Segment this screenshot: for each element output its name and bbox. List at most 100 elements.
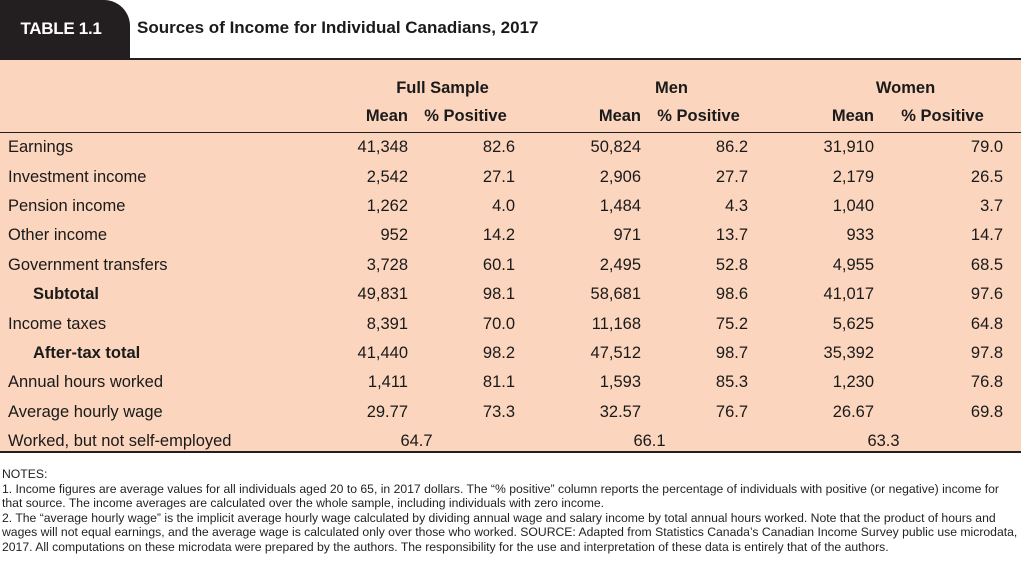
row-label: Investment income <box>8 167 147 186</box>
income-table: Full Sample Men Women Mean % Positive Me… <box>0 60 1021 456</box>
cell: 49,831 <box>357 285 408 304</box>
table-row: Annual hours worked 1,411 81.1 1,593 85.… <box>0 368 1021 397</box>
cell: 41,017 <box>823 285 875 304</box>
group-women: Women <box>875 79 936 97</box>
cell: 3,728 <box>366 255 408 274</box>
cell: 1,040 <box>832 196 875 215</box>
row-label: Other income <box>8 226 108 245</box>
cell: 2,179 <box>832 167 875 186</box>
table-row: Income taxes 8,391 70.0 11,168 75.2 5,62… <box>0 309 1021 338</box>
table-row: Government transfers 3,728 60.1 2,495 52… <box>0 251 1021 280</box>
table-row: Investment income 2,542 27.1 2,906 27.7 … <box>0 162 1021 191</box>
cell: 47,512 <box>590 343 642 362</box>
cell: 1,411 <box>367 373 408 392</box>
table-title: Sources of Income for Individual Canadia… <box>137 18 539 37</box>
table-notes: NOTES: 1. Income figures are average val… <box>2 467 1018 555</box>
cell: 13.7 <box>715 226 749 245</box>
cell: 70.0 <box>482 314 516 333</box>
col-women-mean: Mean <box>831 106 875 125</box>
cell: 97.8 <box>970 343 1004 362</box>
group-men: Men <box>655 79 689 97</box>
row-label: Average hourly wage <box>8 402 163 421</box>
cell: 69.8 <box>970 402 1004 421</box>
cell: 73.3 <box>482 402 516 421</box>
cell: 2,495 <box>599 255 642 274</box>
cell: 26.5 <box>970 167 1004 186</box>
cell: 933 <box>846 226 875 245</box>
table-row: Worked, but not self-employed 64.7 66.1 … <box>0 427 1021 456</box>
cell: 952 <box>380 226 408 245</box>
col-men-mean: Mean <box>598 106 642 125</box>
table-row: Other income 952 14.2 971 13.7 933 14.7 <box>0 221 1021 250</box>
cell: 81.1 <box>482 373 516 392</box>
cell: 1,484 <box>599 196 642 215</box>
cell: 2,906 <box>599 167 642 186</box>
col-full-positive: % Positive <box>424 106 507 125</box>
subheader-row: Mean % Positive Mean % Positive Mean % P… <box>0 100 1021 133</box>
cell: 41,440 <box>357 343 408 362</box>
cell: 971 <box>613 226 642 245</box>
cell: 82.6 <box>408 132 534 163</box>
subheader-empty <box>0 100 300 133</box>
row-label: Earnings <box>0 132 300 163</box>
table-row: After-tax total 41,440 98.2 47,512 98.7 … <box>0 339 1021 368</box>
cell: 8,391 <box>366 314 408 333</box>
cell: 4,955 <box>832 255 875 274</box>
cell: 1,230 <box>832 373 875 392</box>
col-full-mean: Mean <box>365 106 408 125</box>
cell: 29.77 <box>366 402 408 421</box>
col-men-positive: % Positive <box>657 106 740 125</box>
cell: 1,593 <box>599 373 642 392</box>
cell: 1,262 <box>366 196 408 215</box>
cell: 52.8 <box>715 255 749 274</box>
cell: 66.1 <box>633 432 666 451</box>
cell: 98.1 <box>482 285 516 304</box>
cell: 4.0 <box>492 196 516 215</box>
note-1: 1. Income figures are average values for… <box>2 481 999 511</box>
cell: 98.6 <box>715 285 749 304</box>
cell: 35,392 <box>823 343 875 362</box>
cell: 64.7 <box>400 432 433 451</box>
row-label: Worked, but not self-employed <box>8 432 232 451</box>
note-2: 2. The “average hourly wage” is the impl… <box>2 510 1018 554</box>
cell: 75.2 <box>715 314 749 333</box>
cell: 41,348 <box>300 132 408 163</box>
row-label: Annual hours worked <box>8 373 164 392</box>
cell: 79.0 <box>874 132 1021 163</box>
row-label: Pension income <box>8 196 126 215</box>
cell: 98.7 <box>715 343 749 362</box>
group-header-row: Full Sample Men Women <box>0 60 1021 100</box>
cell: 31,910 <box>766 132 875 163</box>
cell: 76.8 <box>970 373 1004 392</box>
cell: 60.1 <box>482 255 516 274</box>
cell: 50,824 <box>533 132 642 163</box>
table-row: Subtotal 49,831 98.1 58,681 98.6 41,017 … <box>0 280 1021 309</box>
cell: 14.7 <box>970 226 1004 245</box>
cell: 97.6 <box>970 285 1004 304</box>
cell: 58,681 <box>590 285 642 304</box>
col-women-positive: % Positive <box>901 106 984 125</box>
cell: 63.3 <box>867 432 900 451</box>
cell: 64.8 <box>970 314 1004 333</box>
cell: 86.2 <box>641 132 767 163</box>
notes-heading: NOTES: <box>2 467 48 481</box>
cell: 85.3 <box>715 373 749 392</box>
table-row: Pension income 1,262 4.0 1,484 4.3 1,040… <box>0 192 1021 221</box>
cell: 27.7 <box>715 167 749 186</box>
cell: 32.57 <box>599 402 642 421</box>
table-row: Earnings 41,348 82.6 50,824 86.2 31,910 … <box>0 132 1021 163</box>
cell: 11,168 <box>591 314 642 333</box>
table-header: TABLE 1.1 Sources of Income for Individu… <box>0 0 1021 58</box>
cell: 98.2 <box>482 343 516 362</box>
table-number-tab: TABLE 1.1 <box>0 0 130 58</box>
cell: 68.5 <box>970 255 1004 274</box>
cell: 26.67 <box>832 402 875 421</box>
row-label: Income taxes <box>8 314 107 333</box>
table-number-label: TABLE 1.1 <box>20 19 102 38</box>
cell: 5,625 <box>832 314 875 333</box>
table-row: Average hourly wage 29.77 73.3 32.57 76.… <box>0 398 1021 427</box>
cell: 2,542 <box>366 167 408 186</box>
row-label: Subtotal <box>33 285 99 304</box>
row-label: Government transfers <box>8 255 168 274</box>
income-table-panel: Full Sample Men Women Mean % Positive Me… <box>0 58 1021 453</box>
